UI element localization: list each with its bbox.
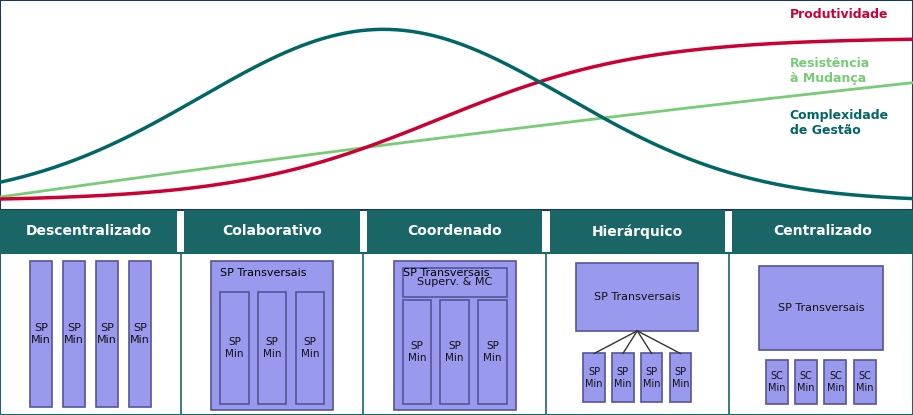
Text: SP
Min: SP Min: [585, 367, 603, 388]
Text: SC
Min: SC Min: [826, 371, 845, 393]
Bar: [367, 210, 542, 253]
Text: SP Transversais: SP Transversais: [220, 268, 307, 278]
Bar: [583, 354, 604, 402]
Text: SP
Min: SP Min: [614, 367, 632, 388]
Text: SP Transversais: SP Transversais: [778, 303, 864, 313]
Bar: [759, 266, 883, 350]
Bar: [220, 292, 248, 404]
Bar: [296, 292, 324, 404]
Text: SP
Min: SP Min: [408, 341, 426, 363]
Text: SP
Min: SP Min: [263, 337, 281, 359]
Bar: [670, 354, 691, 402]
Bar: [854, 360, 876, 404]
Text: Hierárquico: Hierárquico: [592, 224, 683, 239]
Text: Produtividade: Produtividade: [790, 8, 888, 22]
Bar: [576, 263, 698, 331]
Bar: [211, 261, 333, 410]
Text: Colaborativo: Colaborativo: [222, 225, 322, 238]
Bar: [63, 261, 85, 407]
Text: SP
Min: SP Min: [643, 367, 660, 388]
Bar: [29, 261, 52, 407]
Text: Descentralizado: Descentralizado: [26, 225, 152, 238]
Bar: [129, 261, 152, 407]
Bar: [403, 300, 431, 404]
Text: SP
Min: SP Min: [97, 323, 117, 345]
Text: SP
Min: SP Min: [483, 341, 501, 363]
Text: SP
Min: SP Min: [226, 337, 244, 359]
Text: SP
Min: SP Min: [64, 323, 84, 345]
Text: Coordenado: Coordenado: [407, 225, 502, 238]
Bar: [184, 210, 360, 253]
Text: SP Transversais: SP Transversais: [594, 292, 680, 302]
Text: Resistência
à Mudança: Resistência à Mudança: [790, 56, 870, 85]
Text: SC
Min: SC Min: [855, 371, 874, 393]
Text: Centralizado: Centralizado: [773, 225, 872, 238]
Bar: [478, 300, 507, 404]
Bar: [732, 210, 913, 253]
Text: SP
Min: SP Min: [130, 323, 150, 345]
Text: SC
Min: SC Min: [797, 371, 815, 393]
Text: SC
Min: SC Min: [768, 371, 786, 393]
Bar: [403, 268, 507, 297]
Bar: [824, 360, 846, 404]
Text: SP Transversais: SP Transversais: [403, 268, 489, 278]
Text: SP
Min: SP Min: [300, 337, 319, 359]
Text: SP
Min: SP Min: [31, 323, 51, 345]
Bar: [766, 360, 788, 404]
Bar: [795, 360, 817, 404]
Bar: [394, 261, 516, 410]
Bar: [96, 261, 118, 407]
Bar: [0, 210, 177, 253]
Bar: [257, 292, 287, 404]
Bar: [641, 354, 663, 402]
Text: SP
Min: SP Min: [672, 367, 689, 388]
Bar: [612, 354, 634, 402]
Text: Complexidade
de Gestão: Complexidade de Gestão: [790, 109, 889, 137]
Bar: [550, 210, 725, 253]
Text: Superv. & MC: Superv. & MC: [417, 277, 492, 287]
Text: SP
Min: SP Min: [446, 341, 464, 363]
Bar: [440, 300, 469, 404]
